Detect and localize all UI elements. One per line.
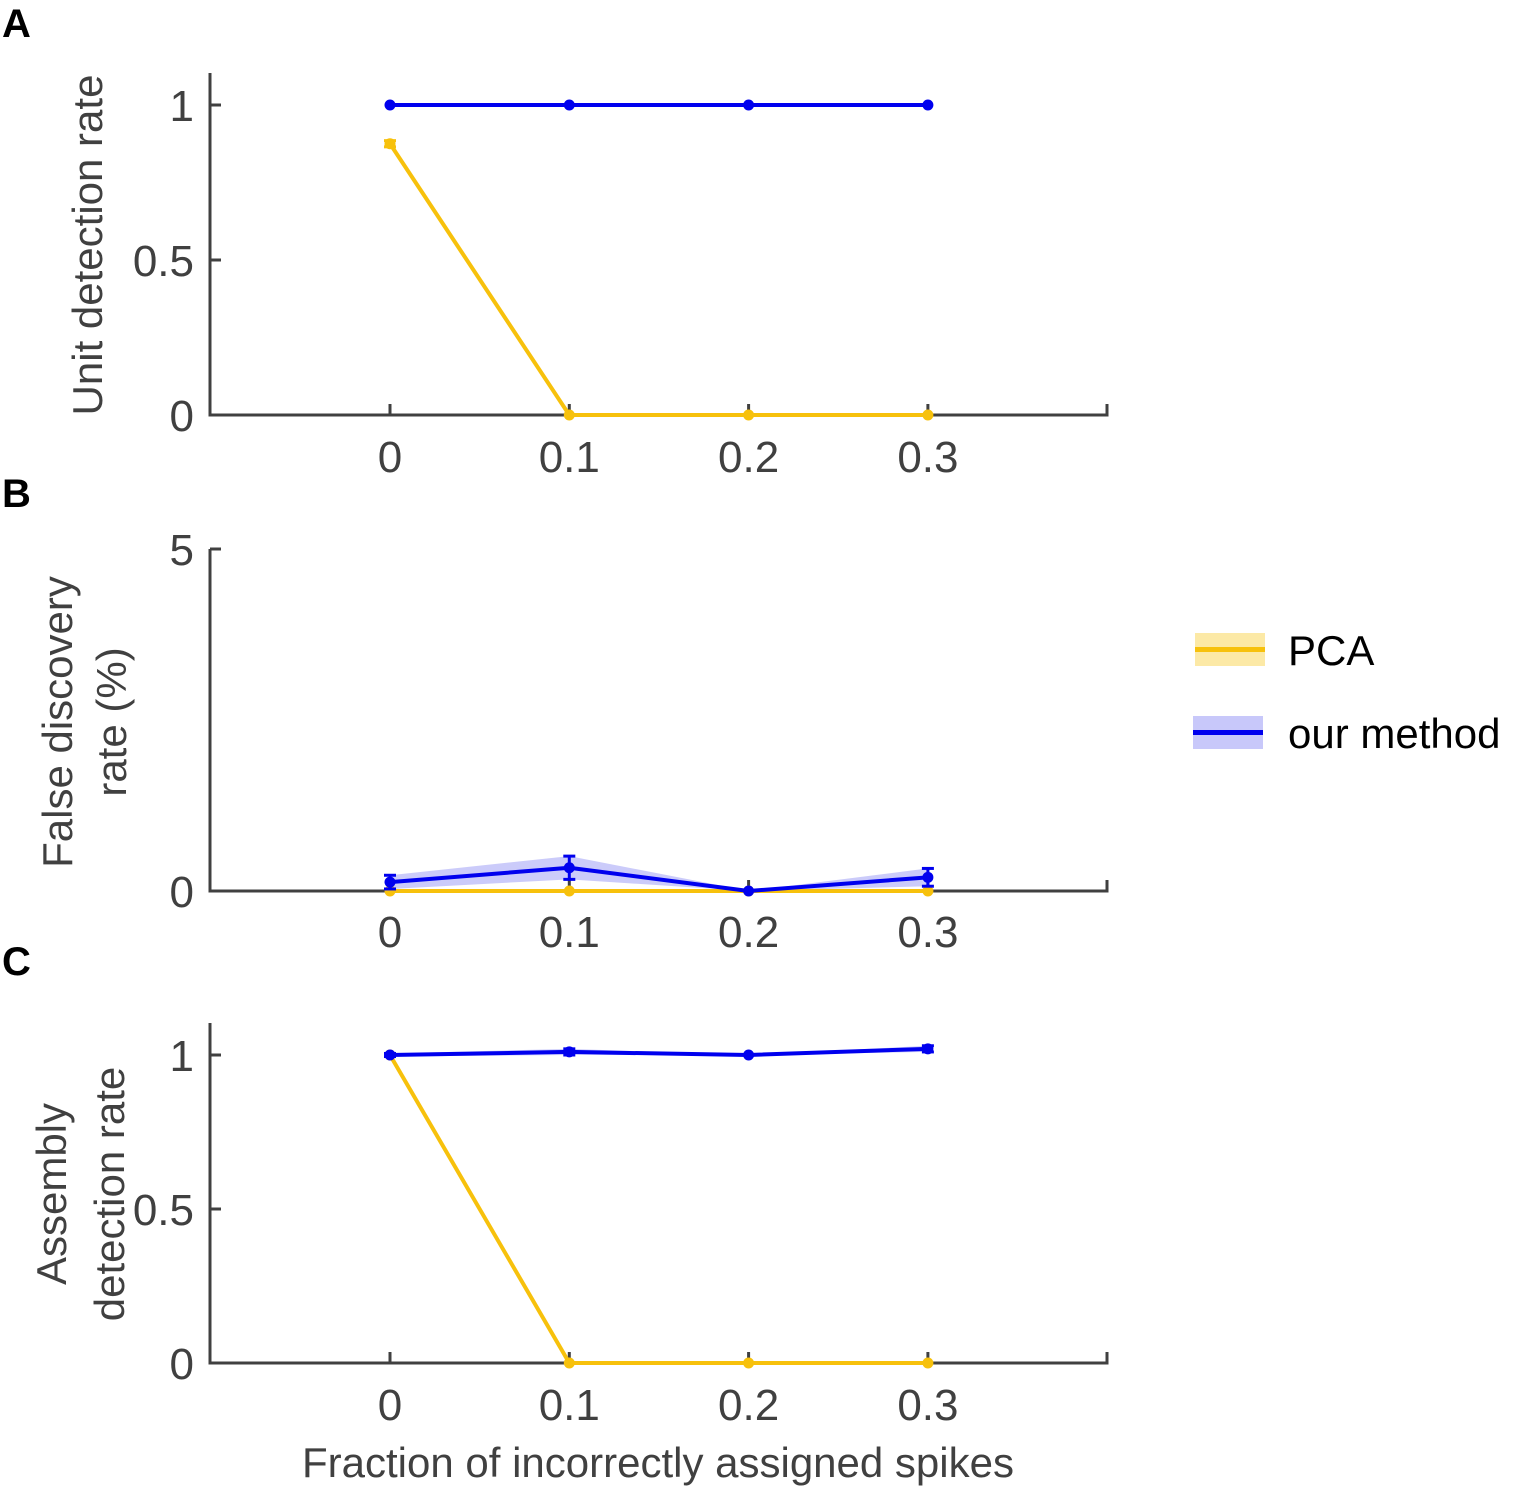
x-tick-label: 0.1 [539, 433, 600, 482]
y-axis-title-line1: Assembly [28, 1103, 75, 1285]
data-point-pca [922, 1357, 934, 1369]
x-tick-label: 0.1 [539, 1381, 600, 1430]
error-band-ours [390, 856, 928, 891]
data-point-ours [563, 99, 575, 111]
x-tick-label: 0.2 [718, 433, 779, 482]
x-axis-title: Fraction of incorrectly assigned spikes [302, 1439, 1014, 1486]
data-point-pca [922, 409, 934, 421]
data-point-ours [384, 1049, 396, 1061]
y-tick-label: 1 [170, 1032, 194, 1081]
data-point-pca [743, 409, 755, 421]
x-tick-label: 0.3 [897, 433, 958, 482]
y-tick-label: 0 [170, 392, 194, 441]
axis-frame [208, 73, 1109, 417]
axes: 0 5 0 0.1 0.2 0.3 [170, 526, 1109, 957]
series-group [384, 1043, 934, 1369]
series-line-ours [389, 1046, 928, 1057]
legend-item-our-method: our method [1193, 710, 1500, 757]
series-line-ours [389, 865, 929, 893]
panel-letter-a: A [2, 2, 31, 46]
y-tick-label: 0 [170, 868, 194, 917]
legend-label-pca: PCA [1288, 627, 1374, 674]
y-tick-label: 0.5 [133, 237, 194, 286]
y-axis-title-line1: False discovery [34, 576, 81, 868]
x-tick-label: 0.3 [897, 908, 958, 957]
x-tick-label: 0.2 [718, 1381, 779, 1430]
data-point-pca [563, 409, 575, 421]
data-point-ours [384, 876, 396, 888]
data-point-ours [743, 885, 755, 897]
data-point-pca [563, 1357, 575, 1369]
x-tick-label: 0.2 [718, 908, 779, 957]
panel-c: C 0 0.5 1 0 0.1 0.2 0.3 Assembly detection rat… [2, 940, 1109, 1486]
panel-b: B 0 5 0 0.1 0.2 0.3 False discovery rate (%) [2, 472, 1109, 957]
x-tick-label: 0 [378, 1381, 402, 1430]
x-tick-label: 0.3 [897, 1381, 958, 1430]
data-point-pca [743, 1357, 755, 1369]
x-tick-label: 0 [378, 908, 402, 957]
data-point-pca [563, 885, 575, 897]
axis-frame [208, 1023, 1109, 1365]
y-axis-title: Unit detection rate [64, 75, 111, 416]
data-point-ours [563, 862, 575, 874]
y-axis-title-line2: rate (%) [88, 647, 135, 796]
data-point-ours [922, 99, 934, 111]
data-point-ours [743, 1049, 755, 1061]
series-group [384, 854, 934, 897]
data-point-pca [922, 885, 934, 897]
y-tick-label: 1 [170, 82, 194, 131]
data-point-ours [922, 871, 934, 883]
panel-letter-c: C [2, 940, 31, 984]
series-line-pca [388, 142, 928, 417]
panel-a: A 0 0.5 1 0 0.1 0.2 0.3 Unit detection rate [2, 2, 1109, 482]
data-point-ours [563, 1046, 575, 1058]
data-point-ours [922, 1043, 934, 1055]
legend: PCA our method [1193, 627, 1500, 757]
x-tick-label: 0.1 [539, 908, 600, 957]
y-tick-label: 0 [170, 1340, 194, 1389]
y-axis-title-line2: detection rate [86, 1067, 133, 1322]
x-tick-label: 0 [378, 433, 402, 482]
y-tick-label: 0.5 [133, 1186, 194, 1235]
legend-item-pca: PCA [1195, 627, 1374, 674]
y-tick-label: 5 [170, 526, 194, 575]
axes: 0 0.5 1 0 0.1 0.2 0.3 [133, 1023, 1109, 1430]
axis-frame [208, 549, 1109, 893]
series-line-pca [388, 1053, 928, 1365]
legend-label-our-method: our method [1288, 710, 1500, 757]
series-group [384, 99, 934, 421]
data-point-ours [743, 99, 755, 111]
error-bands [390, 140, 928, 415]
data-point-pca [384, 138, 396, 150]
error-band-pca [390, 140, 928, 415]
error-bands [390, 856, 928, 891]
axes: 0 0.5 1 0 0.1 0.2 0.3 [133, 73, 1109, 482]
data-point-ours [384, 99, 396, 111]
panel-letter-b: B [2, 472, 31, 516]
